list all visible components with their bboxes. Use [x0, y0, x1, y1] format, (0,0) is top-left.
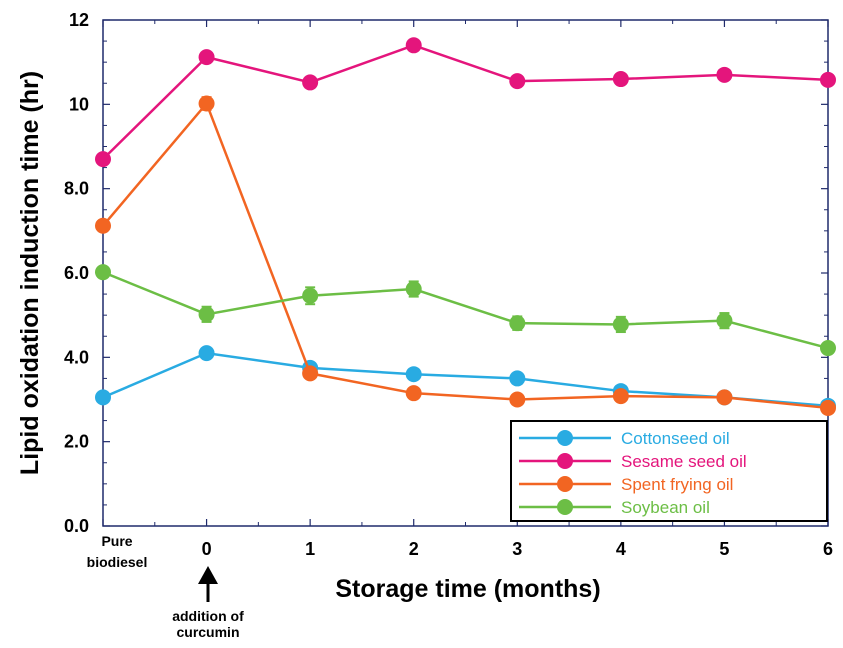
data-point: [716, 66, 733, 83]
data-point: [820, 340, 836, 357]
x-tick-label: 4: [616, 539, 626, 559]
data-point: [95, 389, 111, 406]
y-tick-label: 2.0: [64, 432, 89, 452]
y-tick-label: 6.0: [64, 263, 89, 283]
series-group: [95, 95, 836, 416]
series-layer: [95, 37, 836, 416]
y-tick-label: 12: [69, 10, 89, 30]
data-point: [302, 74, 319, 91]
data-point: [509, 391, 526, 408]
data-point: [198, 95, 215, 112]
y-tick-labels: 0.0 2.0 4.0 6.0 8.0 10 12: [64, 10, 89, 536]
y-tick-label: 10: [69, 94, 89, 114]
legend-marker: [557, 476, 573, 492]
data-point: [405, 281, 422, 298]
data-point: [198, 49, 215, 66]
data-point: [820, 71, 836, 88]
data-point: [95, 217, 111, 234]
x-tick-label: 6: [823, 539, 833, 559]
legend-label: Soybean oil: [621, 498, 710, 517]
y-tick-label: 8.0: [64, 179, 89, 199]
data-point: [820, 399, 836, 416]
curcumin-annotation: addition of curcumin: [172, 566, 244, 640]
legend-items: Cottonseed oil Sesame seed oil Spent fryin…: [519, 429, 747, 517]
legend-label: Cottonseed oil: [621, 429, 730, 448]
x-tick-label-line: Pure: [101, 533, 132, 549]
legend-label: Sesame seed oil: [621, 452, 747, 471]
y-tick-label: 0.0: [64, 516, 89, 536]
x-tick-label-line: biodiesel: [87, 554, 148, 570]
data-point: [198, 306, 215, 323]
series-group: [95, 264, 836, 357]
data-point: [612, 316, 629, 333]
y-axis-title: Lipid oxidation induction time (hr): [16, 71, 44, 475]
data-point: [95, 151, 111, 168]
data-point: [302, 287, 319, 304]
legend-marker: [557, 430, 573, 446]
y-tick-label: 4.0: [64, 347, 89, 367]
series-line: [102, 43, 829, 161]
legend-label: Spent frying oil: [621, 475, 733, 494]
annotation-arrow-head: [198, 566, 218, 584]
data-point: [612, 388, 629, 405]
legend: Cottonseed oil Sesame seed oil Spent fryin…: [510, 420, 828, 522]
series-line: [102, 101, 829, 410]
series-line: [102, 270, 829, 350]
data-point: [716, 312, 733, 329]
legend-marker: [557, 453, 573, 469]
x-tick-label: 5: [719, 539, 729, 559]
data-point: [509, 73, 526, 90]
data-point: [509, 370, 526, 387]
series-group: [95, 37, 836, 168]
annotation-line-1: addition of: [172, 608, 244, 624]
x-tick-label: 0: [202, 539, 212, 559]
x-tick-label: 3: [512, 539, 522, 559]
x-tick-label: 2: [409, 539, 419, 559]
legend-marker: [557, 499, 573, 515]
annotation-line-2: curcumin: [176, 624, 239, 640]
data-point: [716, 389, 733, 406]
data-point: [405, 385, 422, 402]
data-point: [95, 264, 111, 281]
x-tick-labels: Pure biodiesel 0 1 2 3 4 5 6: [87, 533, 833, 570]
x-axis-title: Storage time (months): [335, 575, 600, 603]
data-point: [405, 37, 422, 54]
data-point: [612, 71, 629, 88]
x-tick-label: 1: [305, 539, 315, 559]
data-point: [302, 365, 319, 382]
data-point: [509, 315, 526, 332]
data-point: [405, 366, 422, 383]
data-point: [198, 345, 215, 362]
